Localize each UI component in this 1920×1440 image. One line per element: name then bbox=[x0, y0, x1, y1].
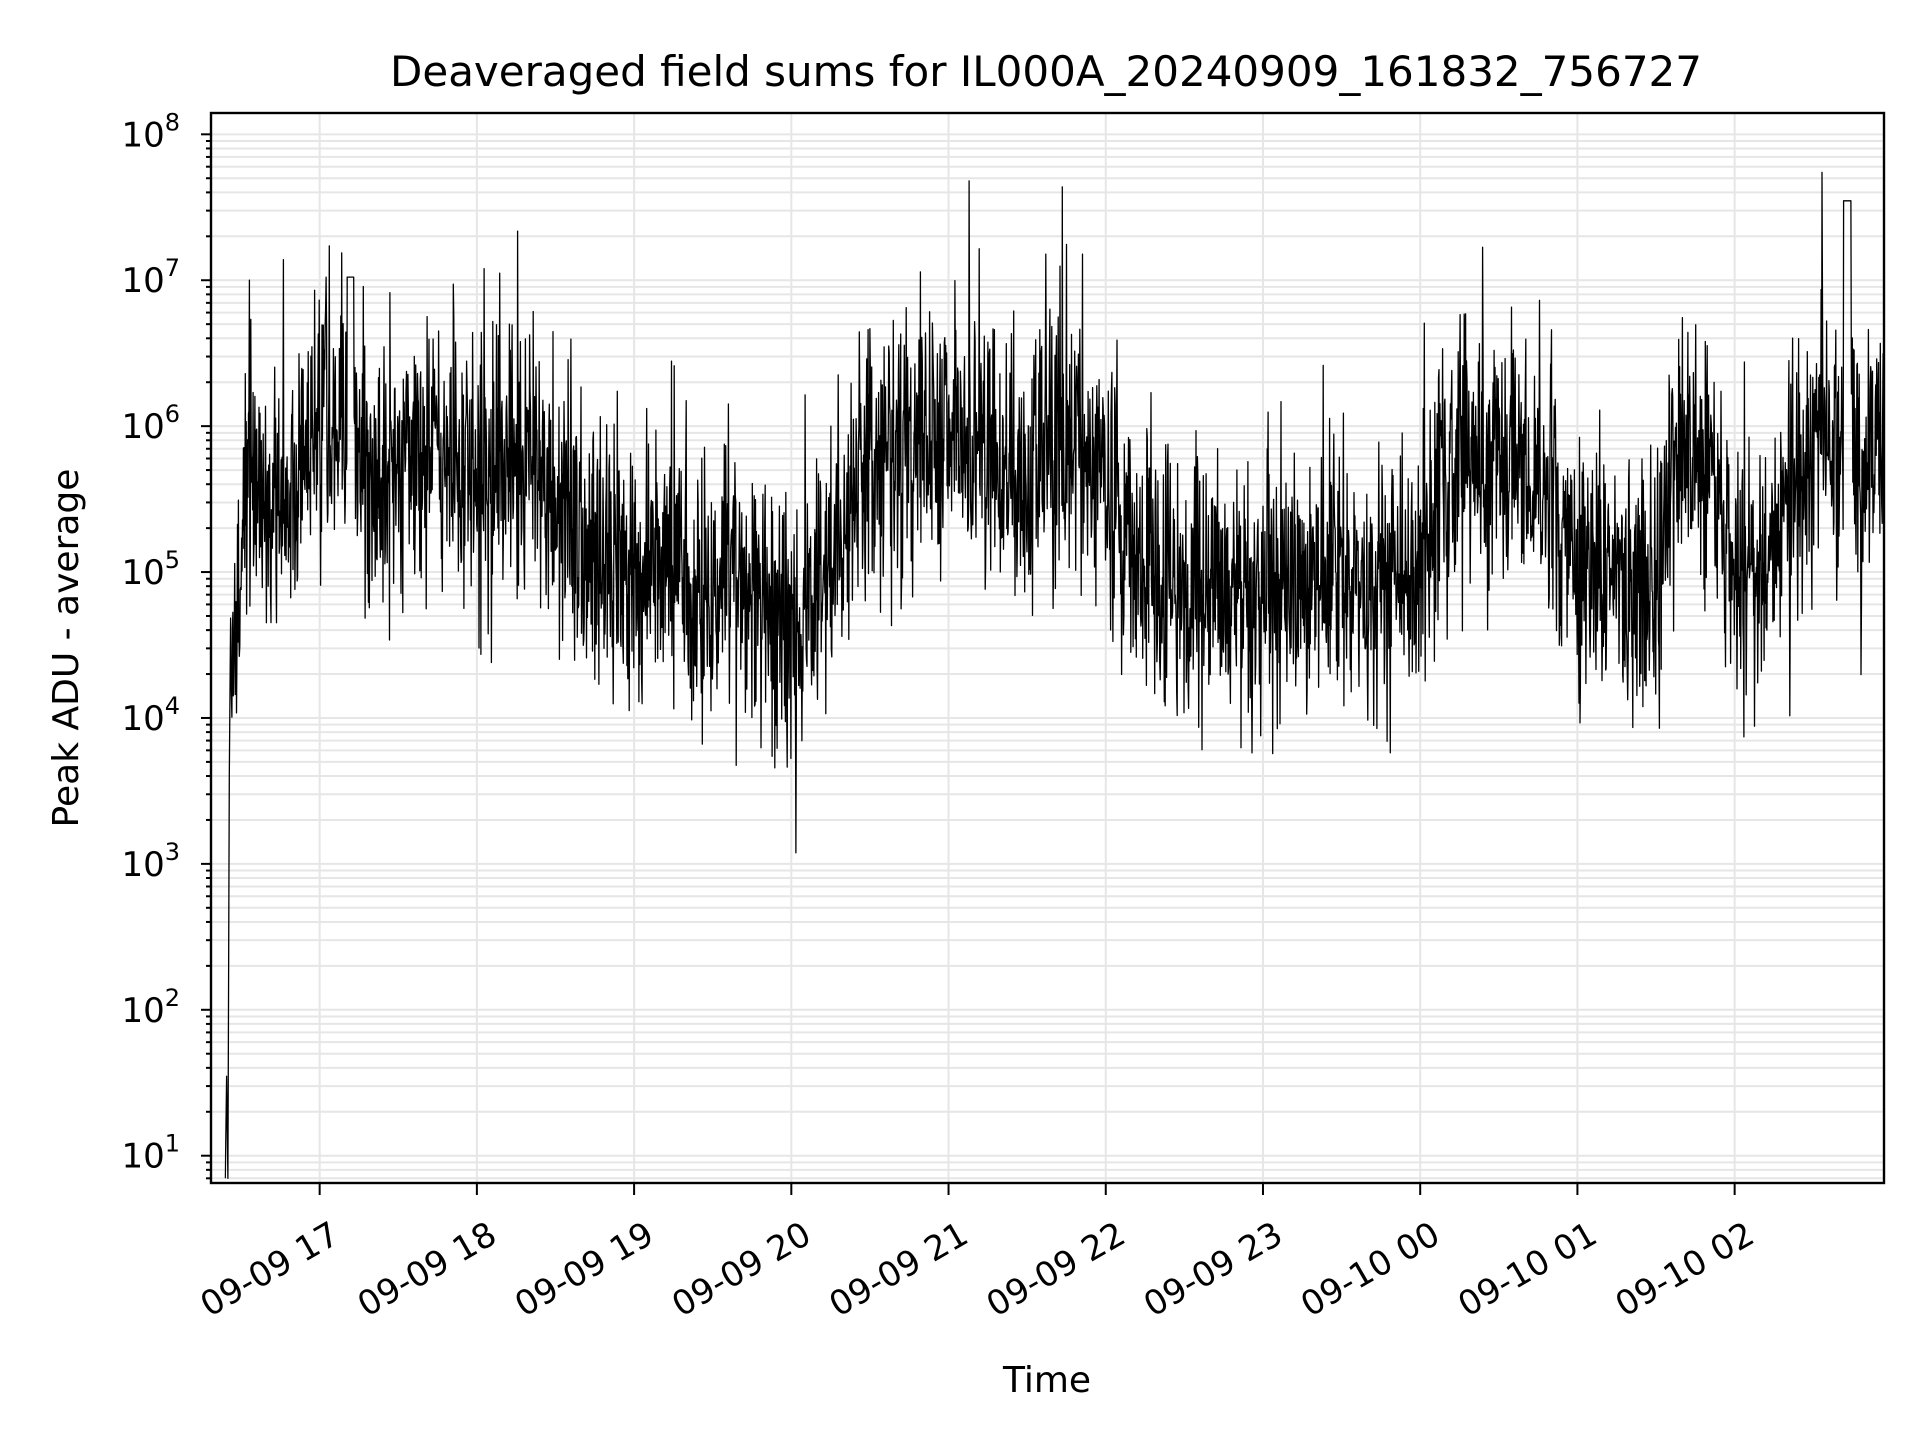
series-line bbox=[225, 172, 1884, 1178]
x-axis-title: Time bbox=[1002, 1360, 1091, 1401]
y-tick-label: 104 bbox=[121, 692, 180, 739]
y-tick-label: 101 bbox=[121, 1130, 180, 1177]
y-tick-label: 108 bbox=[121, 108, 180, 155]
y-tick-label: 103 bbox=[121, 838, 180, 885]
y-tick-label: 107 bbox=[121, 254, 180, 301]
y-tick-label: 105 bbox=[121, 546, 180, 593]
y-axis: 101 102 103 104 105 106 107 108 bbox=[121, 108, 211, 1180]
chart-title: Deaveraged field sums for IL000A_2024090… bbox=[390, 47, 1702, 96]
y-tick-label: 106 bbox=[121, 400, 180, 447]
y-tick-label: 102 bbox=[121, 984, 180, 1031]
y-axis-title: Peak ADU - average bbox=[46, 469, 87, 828]
plot-area bbox=[225, 172, 1884, 1178]
